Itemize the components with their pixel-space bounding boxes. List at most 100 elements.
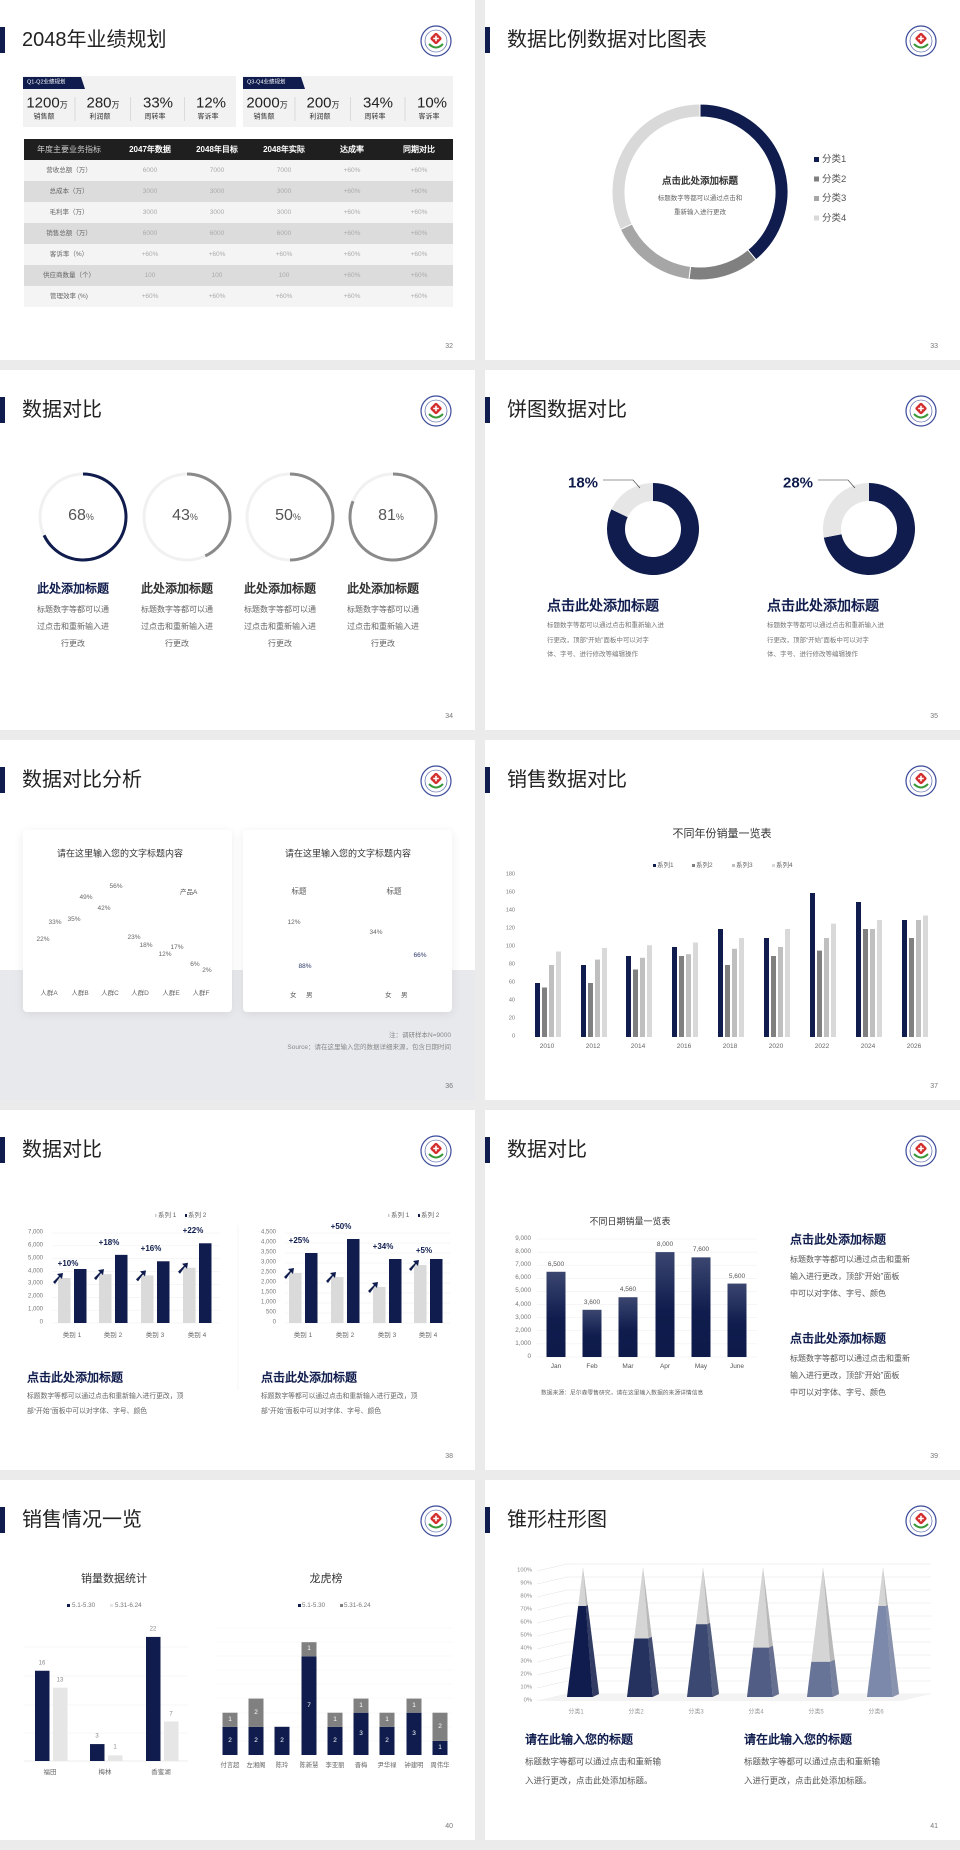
- legend-swatch: [772, 864, 775, 867]
- table-cell: 100: [278, 271, 290, 279]
- bar-系列3: [686, 954, 691, 1037]
- cone-fill: [567, 1606, 593, 1697]
- slide-32[interactable]: 2048年业绩规划 32 Q1-Q2业绩规划 1200万 销售额 280万 利润额 33% 周…: [0, 0, 475, 360]
- panel-tag: [243, 77, 305, 89]
- stack-series-1: [379, 1726, 395, 1755]
- page-number: 40: [445, 1823, 453, 1830]
- slide-40[interactable]: 销售情况一览 40 销量数据统计 5.1-5.30 5.31-6.24 16 13 福田 3 1…: [0, 1480, 475, 1840]
- school-logo: [420, 25, 452, 57]
- ring-percent: 81%: [378, 507, 404, 524]
- item-heading: 此处添加标题: [140, 581, 214, 596]
- data-label: 1: [113, 1744, 117, 1751]
- bar-series-1: [373, 1287, 386, 1323]
- data-label: 33%: [48, 918, 62, 926]
- slide-39[interactable]: 数据对比 39 不同日期销量一览表 0 1,000 2,000 3,000 4,000 5,0…: [485, 1110, 960, 1470]
- bar: [582, 1309, 602, 1357]
- block-desc: 中可以对字体、字号、颜色: [790, 1387, 886, 1397]
- y-tick-label: 2,000: [27, 1293, 43, 1300]
- x-tick-label: 2020: [768, 1042, 784, 1050]
- growth-annotation: +50%: [330, 1222, 352, 1231]
- legend-swatch: [814, 196, 819, 201]
- data-label: 2%: [202, 966, 212, 974]
- x-tick-label: June: [729, 1362, 745, 1370]
- slide-33[interactable]: 数据比例数据对比图表 33 点击此处添加标题 标题数字等都可以通过点击和 重新输入进行…: [485, 0, 960, 360]
- item-desc: 体、字号、进行修改等编辑操作: [767, 650, 858, 658]
- block-desc: 标题数字等都可以通过点击和重新输: [744, 1756, 881, 1767]
- slide-34[interactable]: 数据对比 34 68% 此处添加标题 标题数字等都可以通 过点击和重新输入进 行更改 43%…: [0, 370, 475, 730]
- growth-annotation: +34%: [372, 1242, 394, 1251]
- table-header-cell: 同期对比: [403, 145, 435, 154]
- y-tick-label: 3,000: [515, 1313, 531, 1321]
- y-tick-label: 6,000: [515, 1274, 531, 1282]
- bar-series-2: [430, 1259, 443, 1323]
- bar-系列3: [732, 948, 737, 1037]
- item-desc: 标题数字等都可以通: [244, 605, 316, 614]
- slide-35[interactable]: 饼图数据对比 35 18% 点击此处添加标题 标题数字等都可以通过点击和重新输入进 行更…: [485, 370, 960, 730]
- y-tick-label: 4,500: [260, 1229, 276, 1236]
- bar-系列2: [771, 956, 776, 1037]
- stack-series-1: [327, 1726, 343, 1755]
- slide-41[interactable]: 锥形柱形图 41 0% 10% 20% 30% 40% 50% 60% 70% 80% 90% 100…: [485, 1480, 960, 1840]
- stack-series-2: [222, 1712, 238, 1727]
- bar: [655, 1252, 675, 1357]
- legend-label: 男: [401, 991, 408, 999]
- school-logo: [905, 765, 937, 797]
- cone-fill: [627, 1638, 653, 1697]
- slide-title: 2048年业绩规划: [22, 29, 167, 51]
- data-label: 12%: [158, 951, 172, 959]
- item-desc: 标题数字等都可以通: [141, 605, 213, 614]
- wall-gridline: [536, 1563, 568, 1572]
- table-cell: 7000: [276, 166, 292, 174]
- bar-series-2: [157, 1261, 170, 1323]
- category-label: 人群F: [192, 989, 210, 997]
- data-label: 7: [169, 1710, 173, 1717]
- slide-graphics: [535, 864, 928, 1037]
- slide-graphics: [52, 1214, 450, 1390]
- growth-annotation: +22%: [182, 1226, 204, 1236]
- legend-label: 系列2: [696, 861, 713, 869]
- category-label: 人群C: [101, 989, 119, 997]
- bar-系列3: [549, 965, 554, 1037]
- x-tick-label: 分类5: [808, 1709, 824, 1716]
- growth-arrow-icon: [326, 1272, 336, 1283]
- block-heading: 点击此处添加标题: [261, 1370, 358, 1385]
- bar-series-2: [199, 1243, 212, 1323]
- legend-label: 女: [385, 991, 392, 999]
- y-tick-label: 3,000: [27, 1280, 43, 1287]
- stack-series-1: [353, 1712, 369, 1755]
- slide-36[interactable]: 数据对比分析 36 请在这里输入您的文字标题内容 请在这里输入您的文字标题内容 22%…: [0, 740, 475, 1100]
- data-label: 3,600: [583, 1298, 601, 1306]
- slide-37[interactable]: 销售数据对比 37 不同年份销量一览表 系列1 系列2 系列3 系列4 0 20 40 60 80 1…: [485, 740, 960, 1100]
- wall-gridline: [536, 1602, 568, 1611]
- legend-swatch: [298, 1604, 301, 1607]
- category-label: 人群E: [162, 989, 180, 997]
- kpi-label: 利润额: [309, 113, 331, 121]
- legend-label: 系列1: [657, 861, 674, 869]
- bar-系列1: [626, 956, 631, 1037]
- y-tick-label: 1,500: [260, 1289, 276, 1296]
- table-cell: 客诉率（%）: [49, 250, 89, 258]
- bar-系列4: [647, 945, 652, 1037]
- y-tick-label: 60: [508, 979, 515, 986]
- school-logo: [420, 1505, 452, 1537]
- stack-series-2: [327, 1712, 343, 1727]
- legend-label: 系列4: [776, 861, 793, 869]
- bar-series-2: [389, 1259, 402, 1323]
- percent-unit: %: [395, 512, 404, 522]
- stack-series-2: [301, 1642, 317, 1657]
- x-tick-label: Feb: [586, 1362, 598, 1370]
- slide-38[interactable]: 数据对比 38 0 1,000 2,000 3,000 4,000 5,000 6,000 7,…: [0, 1110, 475, 1470]
- y-tick-label: 90%: [520, 1580, 532, 1587]
- legend-swatch: [692, 864, 695, 867]
- table-cell: +60%: [208, 250, 226, 258]
- table-cell: 3000: [276, 187, 292, 195]
- page-number: 41: [930, 1823, 938, 1830]
- table-cell: +60%: [343, 271, 361, 279]
- donut-slice: [619, 223, 692, 280]
- item-heading: 点击此处添加标题: [547, 597, 659, 614]
- data-label: 18%: [139, 942, 153, 950]
- data-label: 12%: [287, 918, 301, 926]
- chart-title: 不同日期销量一览表: [589, 1216, 671, 1227]
- donut-slice: [688, 249, 757, 281]
- data-label: 42%: [97, 904, 111, 912]
